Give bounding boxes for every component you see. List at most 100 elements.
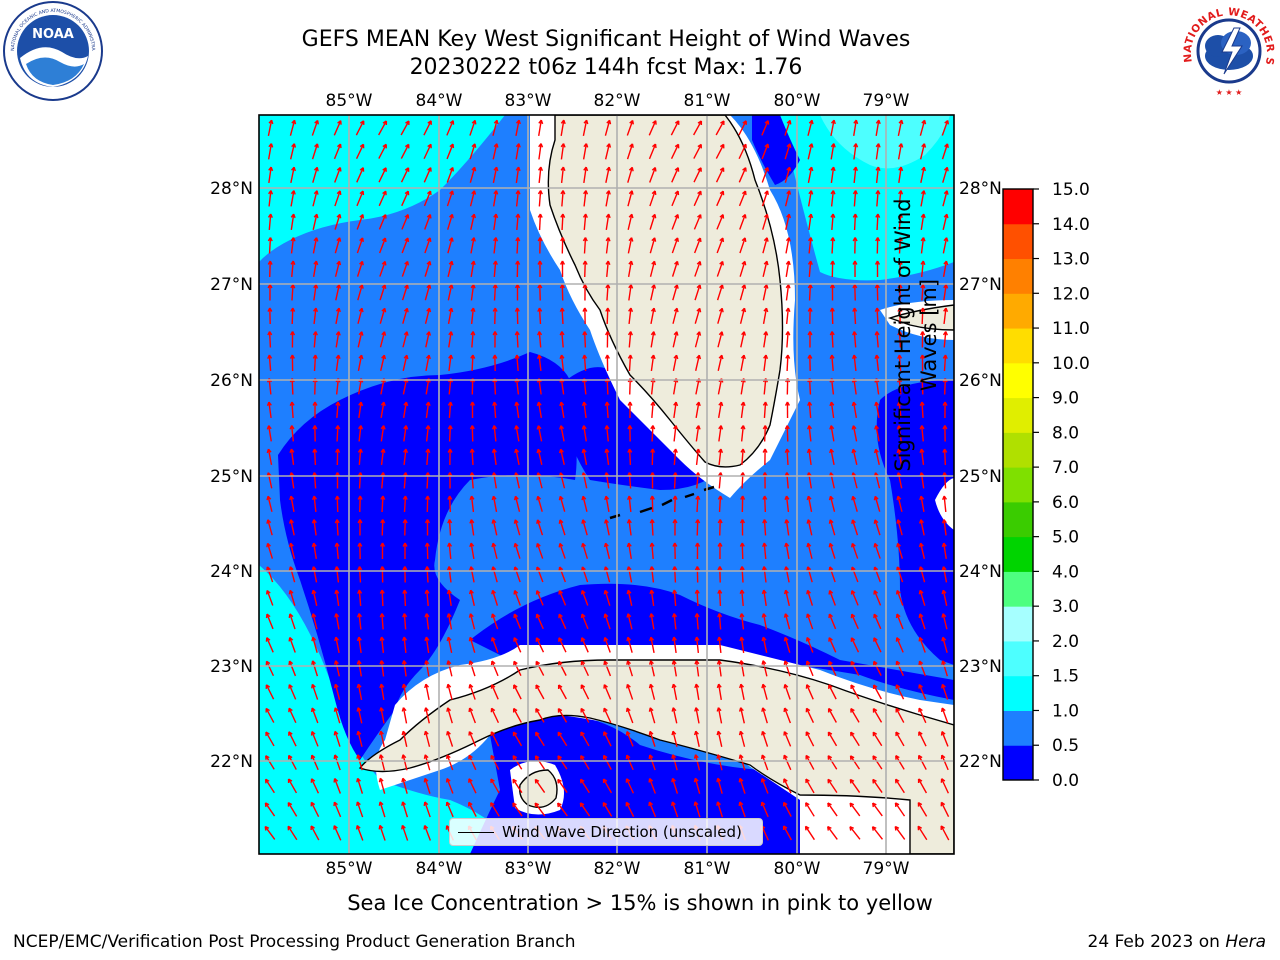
wind-arrow xyxy=(491,589,499,606)
wind-arrow xyxy=(671,613,677,630)
wind-arrow xyxy=(783,707,792,724)
wind-arrow xyxy=(311,683,319,700)
wind-arrow xyxy=(628,284,634,301)
wind-arrow xyxy=(288,660,297,677)
wind-arrow xyxy=(445,801,454,818)
wind-arrow xyxy=(738,801,746,818)
wind-arrow xyxy=(581,519,588,536)
wind-arrow xyxy=(694,542,701,560)
wind-arrow xyxy=(943,284,949,301)
wind-arrow xyxy=(515,237,521,254)
colorbar-swatch xyxy=(1003,745,1033,781)
wind-arrow xyxy=(557,684,567,700)
wind-arrow xyxy=(379,636,385,654)
wind-arrow xyxy=(605,166,611,183)
wind-arrow xyxy=(538,143,544,160)
wind-arrow xyxy=(379,307,387,324)
wind-arrow xyxy=(333,660,340,677)
wind-arrow xyxy=(335,331,341,348)
wind-arrow xyxy=(447,519,453,536)
wind-arrow xyxy=(875,237,881,254)
lat-label-left: 26°N xyxy=(210,371,253,391)
wind-arrow xyxy=(671,660,677,677)
wind-arrow xyxy=(402,589,408,607)
wind-arrow xyxy=(333,801,342,818)
wind-arrow xyxy=(805,778,815,794)
lat-label-right: 24°N xyxy=(959,562,1002,582)
wind-arrow xyxy=(311,519,317,536)
wind-arrow xyxy=(761,730,769,747)
wind-arrow xyxy=(379,566,385,583)
wind-arrow xyxy=(491,519,498,536)
noaa-logo-icon: NOAA NATIONAL OCEANIC AND ATMOSPHERIC AD… xyxy=(2,0,103,101)
wind-arrow xyxy=(379,613,385,630)
wind-arrow xyxy=(446,190,454,207)
wind-arrow xyxy=(357,589,363,607)
wind-arrow xyxy=(649,542,655,560)
colorbar-tick-label: 12.0 xyxy=(1052,284,1090,304)
wind-arrow xyxy=(852,284,858,301)
wind-arrow xyxy=(334,237,342,254)
wind-arrow xyxy=(380,425,386,442)
wind-arrow xyxy=(512,802,523,817)
wind-arrow xyxy=(401,237,410,254)
wind-arrow xyxy=(265,731,275,747)
wind-arrow xyxy=(447,448,453,466)
wind-arrow xyxy=(513,495,521,512)
wind-arrow xyxy=(470,237,476,254)
wind-arrow xyxy=(850,708,860,723)
wind-arrow xyxy=(627,190,634,207)
wind-arrow xyxy=(379,284,387,301)
wind-arrow xyxy=(717,613,723,630)
wind-arrow xyxy=(694,566,700,583)
wind-arrow xyxy=(648,120,657,136)
wind-arrow xyxy=(402,331,409,348)
wind-arrow xyxy=(740,448,746,466)
wind-arrow xyxy=(311,542,317,560)
wind-arrow xyxy=(626,613,633,630)
wind-arrow xyxy=(894,778,905,794)
wind-arrow xyxy=(447,542,453,560)
wind-arrow xyxy=(378,824,386,841)
wind-arrow xyxy=(827,825,838,840)
wind-arrow xyxy=(267,307,273,325)
wind-arrow xyxy=(289,354,295,372)
wind-arrow xyxy=(942,425,948,442)
wind-arrow xyxy=(941,519,947,536)
wind-arrow xyxy=(806,589,814,606)
wind-arrow xyxy=(852,213,858,231)
wind-arrow xyxy=(805,802,815,817)
wind-arrow xyxy=(672,566,678,583)
wind-arrow xyxy=(717,519,723,536)
wind-arrow xyxy=(493,213,499,231)
wind-arrow xyxy=(582,119,589,136)
wind-arrow xyxy=(784,143,792,160)
wind-arrow xyxy=(470,354,476,372)
wind-arrow xyxy=(469,519,475,536)
wind-arrow xyxy=(605,331,611,348)
wind-arrow xyxy=(918,707,927,724)
legend-line-sample xyxy=(458,832,494,833)
svg-text:NOAA: NOAA xyxy=(32,27,74,42)
wind-arrow xyxy=(560,119,566,137)
wind-arrow xyxy=(334,213,342,230)
wind-arrow xyxy=(785,354,791,372)
wind-arrow xyxy=(580,731,590,747)
wind-arrow xyxy=(356,801,364,818)
wind-arrow xyxy=(650,284,657,301)
wind-arrow xyxy=(424,542,430,560)
colorbar-tick-label: 0.0 xyxy=(1052,771,1079,791)
colorbar-swatch xyxy=(1003,328,1033,364)
wind-arrow xyxy=(942,331,948,348)
wind-arrow xyxy=(717,589,723,607)
wind-arrow xyxy=(830,260,836,278)
wind-arrow xyxy=(828,519,836,536)
wind-arrow xyxy=(290,237,296,254)
wind-arrow xyxy=(694,683,700,701)
wind-arrow xyxy=(379,589,385,607)
wind-arrow xyxy=(670,143,680,160)
wind-arrow xyxy=(649,237,657,254)
wind-arrow xyxy=(830,190,836,207)
wind-arrow xyxy=(716,636,722,654)
chart-subtitle: 20230222 t06z 144h fcst Max: 1.76 xyxy=(409,55,803,80)
